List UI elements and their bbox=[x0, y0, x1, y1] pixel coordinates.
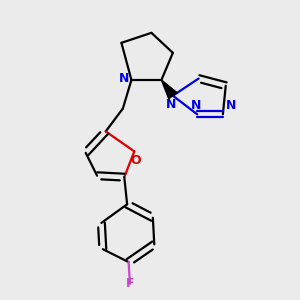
Text: N: N bbox=[190, 99, 201, 112]
Text: N: N bbox=[226, 99, 236, 112]
Text: N: N bbox=[119, 72, 130, 85]
Text: N: N bbox=[166, 98, 177, 111]
Text: F: F bbox=[126, 277, 134, 290]
Text: O: O bbox=[130, 154, 141, 166]
Polygon shape bbox=[161, 80, 177, 99]
